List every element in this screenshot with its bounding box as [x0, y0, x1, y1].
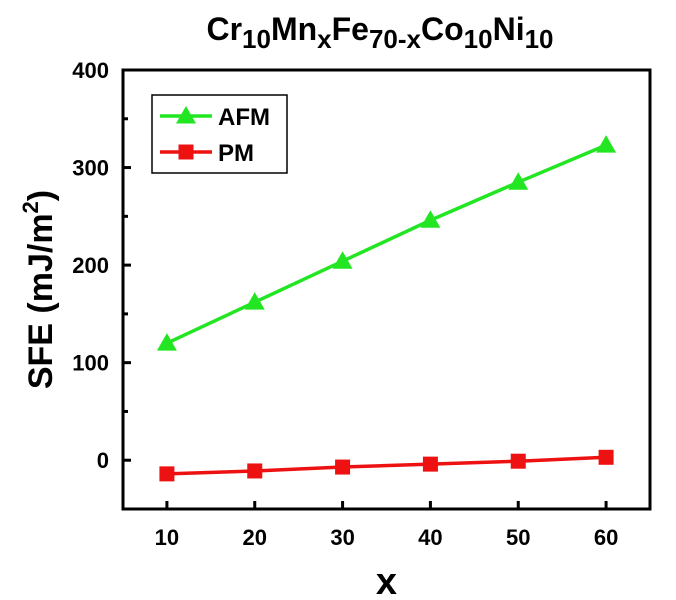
- data-point-pm: [598, 449, 614, 465]
- chart-title-text: Cr: [206, 11, 242, 47]
- data-point-pm: [159, 466, 175, 482]
- x-tick-label: 30: [330, 525, 354, 550]
- legend-marker-afm: [176, 106, 196, 124]
- chart-title-text: Ni: [493, 11, 525, 47]
- data-point-pm: [510, 453, 526, 469]
- x-tick-label: 20: [243, 525, 267, 550]
- x-axis-title: x: [376, 561, 397, 600]
- data-point-afm: [244, 292, 265, 310]
- chart-title: Cr10MnxFe70-xCo10Ni10: [206, 11, 553, 54]
- y-tick-label: 100: [72, 351, 109, 376]
- data-point-afm: [156, 333, 177, 351]
- data-point-pm: [335, 459, 351, 475]
- data-point-pm: [247, 463, 263, 479]
- y-tick-label: 400: [72, 58, 109, 83]
- x-tick-label: 60: [594, 525, 618, 550]
- chart-title-subscript: 70-x: [369, 24, 422, 54]
- plot-frame: [121, 68, 652, 511]
- legend-marker-pm: [178, 144, 194, 160]
- y-axis: 0 100 200 300 400: [72, 58, 131, 511]
- series-line-afm: [166, 143, 607, 345]
- data-point-pm: [422, 456, 438, 472]
- chart-title-subscript: 10: [525, 24, 554, 54]
- chart-title-subscript: 10: [464, 24, 493, 54]
- y-tick-label: 200: [72, 253, 109, 278]
- legend-box: [151, 94, 288, 174]
- data-point-afm: [508, 172, 529, 190]
- data-point-afm: [420, 210, 441, 228]
- x-tick-label: 50: [506, 525, 530, 550]
- data-point-afm: [332, 251, 353, 269]
- chart-title-text: Mn: [271, 11, 317, 47]
- y-axis-title-end: ): [22, 190, 60, 201]
- x-tick-label: 10: [155, 525, 179, 550]
- y-tick-label: 0: [97, 448, 109, 473]
- legend-label-pm: PM: [218, 140, 254, 167]
- legend: AFM PM: [151, 94, 288, 174]
- y-tick-label: 300: [72, 156, 109, 181]
- y-axis-title-superscript: 2: [18, 201, 43, 213]
- legend-label-afm: AFM: [218, 104, 270, 131]
- chart-title-text: Co: [421, 11, 464, 47]
- plot-area: [121, 68, 652, 511]
- series-line-pm: [166, 455, 607, 476]
- chart-title-text: Fe: [332, 11, 369, 47]
- data-point-afm: [596, 135, 617, 153]
- series-layer: [156, 135, 617, 482]
- x-tick-label: 40: [418, 525, 442, 550]
- chart-title-subscript: 10: [242, 24, 271, 54]
- y-axis-title: SFE (mJ/m2): [18, 190, 60, 389]
- x-axis: 10 20 30 40 50 60: [155, 501, 618, 550]
- y-axis-title-text: SFE (mJ/m: [22, 213, 60, 389]
- chart-title-subscript: x: [317, 24, 332, 54]
